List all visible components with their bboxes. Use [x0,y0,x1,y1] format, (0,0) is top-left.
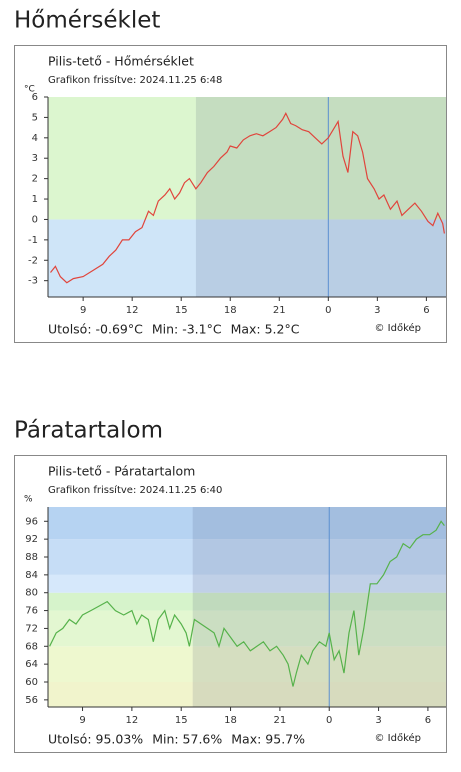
x-tick-label: 15 [175,305,188,316]
chart-subtitle: Grafikon frissítve: 2024.11.25 6:48 [48,74,222,86]
y-tick-label: 64 [25,659,38,670]
y-tick-label: 3 [32,153,38,164]
y-tick-label: 56 [25,695,38,706]
stat: Utolsó: 95.03% [48,732,143,747]
night-shade [192,507,446,707]
zone [48,219,446,297]
chart-title: Pilis-tető - Hőmérséklet [48,54,194,69]
y-tick-label: -2 [28,255,38,266]
y-tick-label: 4 [32,133,38,144]
y-tick-label: -1 [28,235,38,246]
y-tick-label: 84 [25,570,38,581]
zone [48,682,446,707]
copyright: © Időkép [374,322,421,334]
y-tick-label: 92 [25,534,38,545]
x-tick-label: 18 [224,305,237,316]
y-tick-label: 5 [32,112,38,123]
x-tick-label: 18 [224,715,237,726]
x-tick-label: 12 [126,715,139,726]
y-tick-label: 0 [32,214,38,225]
x-tick-label: 21 [274,715,287,726]
x-tick-label: 3 [375,715,381,726]
stat: Max: 5.2°C [231,322,300,337]
x-tick-label: 15 [175,715,188,726]
y-tick-label: 96 [25,516,38,527]
x-tick-label: 9 [79,715,85,726]
y-tick-label: 1 [32,194,38,205]
stat: Min: 57.6% [152,732,222,747]
stat: Max: 95.7% [231,732,305,747]
y-tick-label: 88 [25,552,38,563]
x-tick-label: 21 [273,305,286,316]
y-tick-label: 60 [25,677,38,688]
x-tick-label: 0 [326,715,332,726]
y-tick-label: 80 [25,588,38,599]
data-line [50,111,445,284]
zone [48,592,446,611]
chart-title: Pilis-tető - Páratartalom [48,464,195,479]
chart-subtitle: Grafikon frissítve: 2024.11.25 6:40 [48,484,222,496]
night-shade [195,97,446,297]
zone [48,539,446,575]
y-axis-label: °C [24,85,35,95]
x-tick-label: 0 [325,305,331,316]
x-tick-label: 12 [126,305,139,316]
x-tick-label: 6 [423,305,429,316]
zone [48,646,446,682]
heading: Hőmérséklet [14,8,160,34]
zone [48,507,446,540]
y-tick-label: 76 [25,606,38,617]
y-tick-label: 68 [25,641,38,652]
data-line [49,520,445,687]
zone [48,574,446,593]
stat: Min: -3.1°C [152,322,222,337]
x-tick-label: 9 [80,305,86,316]
x-tick-label: 3 [374,305,380,316]
copyright: © Időkép [374,732,421,744]
zone [48,610,446,647]
y-axis-label: % [24,495,33,505]
y-tick-label: 72 [25,623,38,634]
x-tick-label: 6 [425,715,431,726]
y-tick-label: 2 [32,174,38,185]
stat: Utolsó: -0.69°C [48,322,143,337]
y-tick-label: 6 [32,92,38,103]
heading: Páratartalom [14,418,163,444]
y-tick-label: -3 [28,276,38,287]
